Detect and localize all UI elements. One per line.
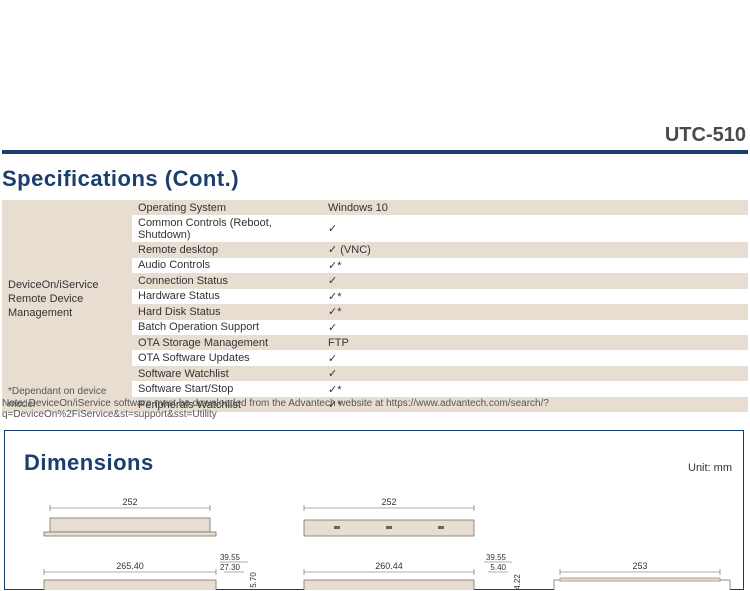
header-rule bbox=[2, 150, 748, 154]
spec-value: Windows 10 bbox=[322, 200, 748, 215]
svg-text:39.55: 39.55 bbox=[486, 553, 507, 562]
spec-key: Hard Disk Status bbox=[132, 304, 322, 319]
svg-text:4.22: 4.22 bbox=[513, 574, 522, 590]
spec-key: Operating System bbox=[132, 200, 322, 215]
spec-value: ✓ bbox=[322, 366, 748, 381]
svg-text:5.70: 5.70 bbox=[249, 572, 258, 588]
spec-value: ✓* bbox=[322, 289, 748, 304]
dimensions-diagram: 25225239.5527.305.70265.40260.4439.555.4… bbox=[4, 490, 744, 590]
spec-value: ✓ bbox=[322, 215, 748, 242]
category-cell: DeviceOn/iServiceRemote Device Managemen… bbox=[2, 200, 132, 412]
spec-value: ✓* bbox=[322, 258, 748, 273]
category-line2: Remote Device Management bbox=[8, 293, 126, 321]
spec-key: Common Controls (Reboot, Shutdown) bbox=[132, 215, 322, 242]
spec-key: Software Start/Stop bbox=[132, 381, 322, 396]
spec-value: ✓ bbox=[322, 273, 748, 288]
spec-key: Software Watchlist bbox=[132, 366, 322, 381]
spec-value: ✓ (VNC) bbox=[322, 242, 748, 257]
product-title: UTC-510 bbox=[665, 124, 746, 147]
spec-value: ✓* bbox=[322, 381, 748, 396]
svg-text:265.40: 265.40 bbox=[116, 561, 144, 571]
svg-text:27.30: 27.30 bbox=[220, 563, 241, 572]
svg-text:252: 252 bbox=[381, 497, 396, 507]
svg-text:39.55: 39.55 bbox=[220, 553, 241, 562]
unit-label: Unit: mm bbox=[688, 462, 732, 474]
dimensions-heading: Dimensions bbox=[24, 450, 154, 476]
spec-value: ✓ bbox=[322, 320, 748, 335]
spec-key: Connection Status bbox=[132, 273, 322, 288]
download-note: Note: DeviceOn/iService software must be… bbox=[2, 398, 750, 420]
specifications-heading: Specifications (Cont.) bbox=[2, 166, 239, 192]
category-line1: DeviceOn/iService bbox=[8, 279, 126, 293]
svg-text:260.44: 260.44 bbox=[375, 561, 403, 571]
table-row: DeviceOn/iServiceRemote Device Managemen… bbox=[2, 200, 748, 215]
spec-key: Hardware Status bbox=[132, 289, 322, 304]
spec-key: OTA Software Updates bbox=[132, 350, 322, 365]
spec-value: FTP bbox=[322, 335, 748, 350]
spec-key: Remote desktop bbox=[132, 242, 322, 257]
spec-key: OTA Storage Management bbox=[132, 335, 322, 350]
svg-text:5.40: 5.40 bbox=[490, 563, 506, 572]
spec-value: ✓ bbox=[322, 350, 748, 365]
spec-key: Batch Operation Support bbox=[132, 320, 322, 335]
spec-value: ✓* bbox=[322, 304, 748, 319]
specifications-table: DeviceOn/iServiceRemote Device Managemen… bbox=[2, 200, 748, 412]
svg-text:253: 253 bbox=[632, 561, 647, 571]
spec-key: Audio Controls bbox=[132, 258, 322, 273]
svg-text:252: 252 bbox=[122, 497, 137, 507]
